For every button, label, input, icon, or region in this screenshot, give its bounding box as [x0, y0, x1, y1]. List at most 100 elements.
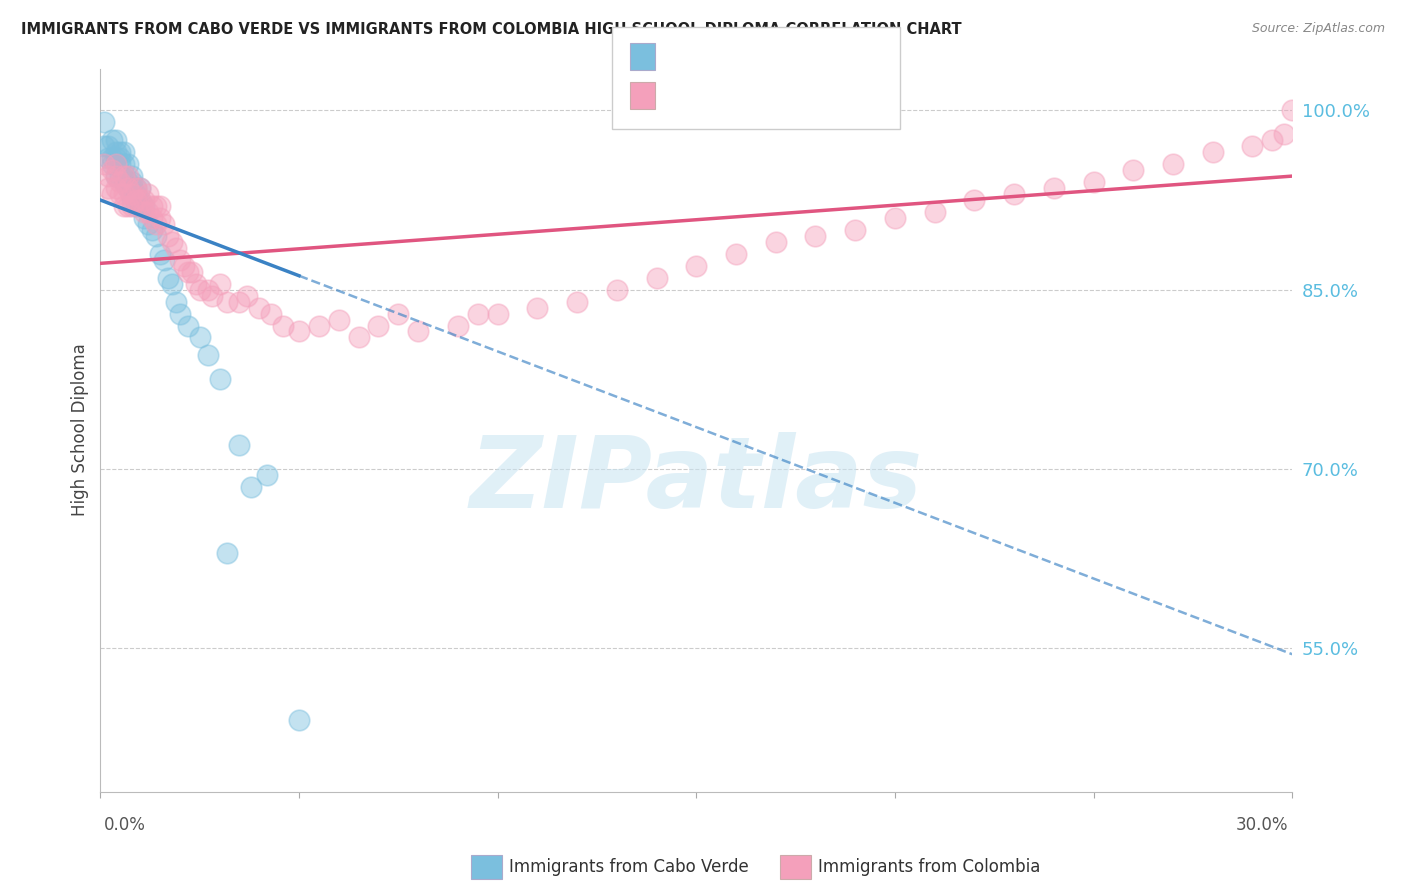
Point: [256, 467, 278, 482]
Point: [208, 372, 231, 386]
Point: [177, 265, 200, 279]
Point: [177, 318, 200, 333]
Point: [145, 217, 167, 231]
Point: [105, 169, 128, 183]
Point: [101, 151, 124, 165]
Point: [169, 252, 191, 267]
Point: [565, 294, 588, 309]
Point: [141, 211, 163, 225]
Point: [367, 318, 389, 333]
Point: [883, 211, 905, 225]
Point: [121, 187, 143, 202]
Point: [101, 163, 124, 178]
Point: [288, 325, 311, 339]
Point: [1261, 133, 1284, 147]
Point: [247, 301, 270, 315]
Point: [260, 307, 283, 321]
Point: [132, 205, 155, 219]
Point: [117, 169, 139, 183]
Text: IMMIGRANTS FROM CABO VERDE VS IMMIGRANTS FROM COLOMBIA HIGH SCHOOL DIPLOMA CORRE: IMMIGRANTS FROM CABO VERDE VS IMMIGRANTS…: [21, 22, 962, 37]
Point: [132, 193, 155, 207]
Point: [228, 294, 250, 309]
Point: [136, 205, 159, 219]
Point: [121, 169, 143, 183]
Point: [117, 181, 139, 195]
Point: [447, 318, 470, 333]
Point: [165, 241, 187, 255]
Text: Source: ZipAtlas.com: Source: ZipAtlas.com: [1251, 22, 1385, 36]
Text: 30.0%: 30.0%: [1236, 815, 1288, 834]
Point: [180, 265, 202, 279]
Point: [117, 199, 139, 213]
Point: [125, 199, 148, 213]
Point: [156, 228, 179, 243]
Point: [105, 157, 128, 171]
Text: 0.0%: 0.0%: [104, 815, 146, 834]
Point: [804, 228, 827, 243]
Point: [188, 330, 211, 344]
Point: [153, 217, 176, 231]
Point: [165, 294, 187, 309]
Point: [347, 330, 370, 344]
Point: [217, 546, 239, 560]
Point: [765, 235, 787, 249]
Point: [97, 151, 120, 165]
Point: [145, 228, 167, 243]
Point: [153, 252, 176, 267]
Point: [645, 270, 668, 285]
Point: [1043, 181, 1066, 195]
Y-axis label: High School Diploma: High School Diploma: [72, 343, 89, 516]
Point: [149, 199, 172, 213]
Text: R =  0.297   N = 83: R = 0.297 N = 83: [664, 87, 853, 104]
Point: [97, 169, 120, 183]
Point: [105, 169, 128, 183]
Point: [121, 181, 143, 195]
Text: ZIPatlas: ZIPatlas: [470, 433, 922, 529]
Point: [308, 318, 330, 333]
Point: [228, 438, 250, 452]
Point: [141, 199, 163, 213]
Point: [1281, 103, 1303, 118]
Point: [125, 187, 148, 202]
Point: [145, 199, 167, 213]
Point: [125, 193, 148, 207]
Point: [328, 312, 350, 326]
Text: R = -0.386   N = 52: R = -0.386 N = 52: [664, 46, 853, 64]
Point: [486, 307, 509, 321]
Point: [173, 259, 195, 273]
Point: [97, 139, 120, 153]
Point: [93, 139, 115, 153]
Point: [208, 277, 231, 291]
Point: [924, 205, 946, 219]
Point: [121, 193, 143, 207]
Point: [101, 157, 124, 171]
Point: [110, 157, 132, 171]
Point: [136, 187, 159, 202]
Point: [149, 211, 172, 225]
Point: [93, 115, 115, 129]
Point: [963, 193, 986, 207]
Point: [1161, 157, 1184, 171]
Point: [110, 187, 132, 202]
Point: [197, 283, 219, 297]
Point: [129, 181, 152, 195]
Point: [160, 277, 183, 291]
Point: [132, 211, 155, 225]
Point: [1122, 163, 1144, 178]
Point: [101, 133, 124, 147]
Point: [112, 187, 135, 202]
Point: [160, 235, 183, 249]
Point: [110, 175, 132, 189]
Point: [93, 157, 115, 171]
Text: Immigrants from Cabo Verde: Immigrants from Cabo Verde: [509, 858, 749, 876]
Point: [105, 133, 128, 147]
Point: [1002, 187, 1025, 202]
Point: [1083, 175, 1105, 189]
Point: [132, 199, 155, 213]
Text: Immigrants from Colombia: Immigrants from Colombia: [818, 858, 1040, 876]
Point: [105, 181, 128, 195]
Point: [387, 307, 409, 321]
Point: [197, 348, 219, 362]
Point: [125, 181, 148, 195]
Point: [112, 175, 135, 189]
